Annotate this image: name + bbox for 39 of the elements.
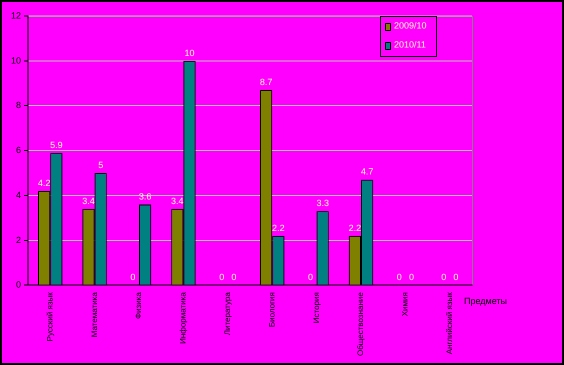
data-label: 0 — [219, 272, 224, 282]
data-label: 4.7 — [360, 166, 374, 177]
data-label: 5.9 — [50, 140, 63, 150]
x-tick-label: Физика — [134, 292, 144, 320]
data-label: 0 — [396, 272, 402, 282]
y-tick-label: 4 — [16, 190, 22, 200]
x-tick-label: Информатика — [178, 292, 188, 344]
data-label: 0 — [409, 272, 414, 282]
y-tick-label: 8 — [16, 100, 22, 110]
data-label: 8.7 — [260, 77, 272, 88]
legend-label: 2010/11 — [394, 39, 426, 50]
y-tick-label: 2 — [16, 234, 22, 245]
data-label: 3.4 — [171, 196, 184, 206]
y-tick-label: 0 — [16, 280, 22, 290]
x-axis-title: Предметы — [464, 296, 508, 306]
data-label: 0 — [453, 272, 458, 282]
data-label: 0 — [441, 272, 446, 282]
x-tick-label: Биология — [267, 292, 276, 328]
x-tick-label: Обществознание — [356, 292, 366, 356]
x-tick-label: Русский язык — [45, 292, 54, 342]
data-label: 2.2 — [348, 222, 362, 233]
x-tick-label: Математика — [90, 292, 99, 338]
data-label: 2.2 — [272, 222, 285, 233]
data-label: 5 — [98, 160, 104, 170]
data-label: 3.3 — [316, 198, 329, 208]
x-tick-label: История — [312, 292, 321, 324]
data-label: 0 — [231, 272, 236, 282]
data-label: 0 — [130, 272, 136, 282]
y-tick-label: 12 — [10, 10, 22, 20]
legend-label: 2009/10 — [394, 20, 427, 30]
data-label: 3.4 — [82, 196, 95, 206]
data-label: 10 — [184, 48, 195, 58]
data-label: 4.2 — [38, 178, 50, 188]
x-tick-label: Химия — [400, 292, 410, 316]
y-tick-label: 6 — [16, 145, 22, 156]
x-tick-label: Английский язык — [445, 292, 454, 354]
data-label: 0 — [308, 272, 314, 282]
y-tick-label: 10 — [10, 55, 22, 66]
x-tick-label: Литература — [223, 292, 232, 336]
